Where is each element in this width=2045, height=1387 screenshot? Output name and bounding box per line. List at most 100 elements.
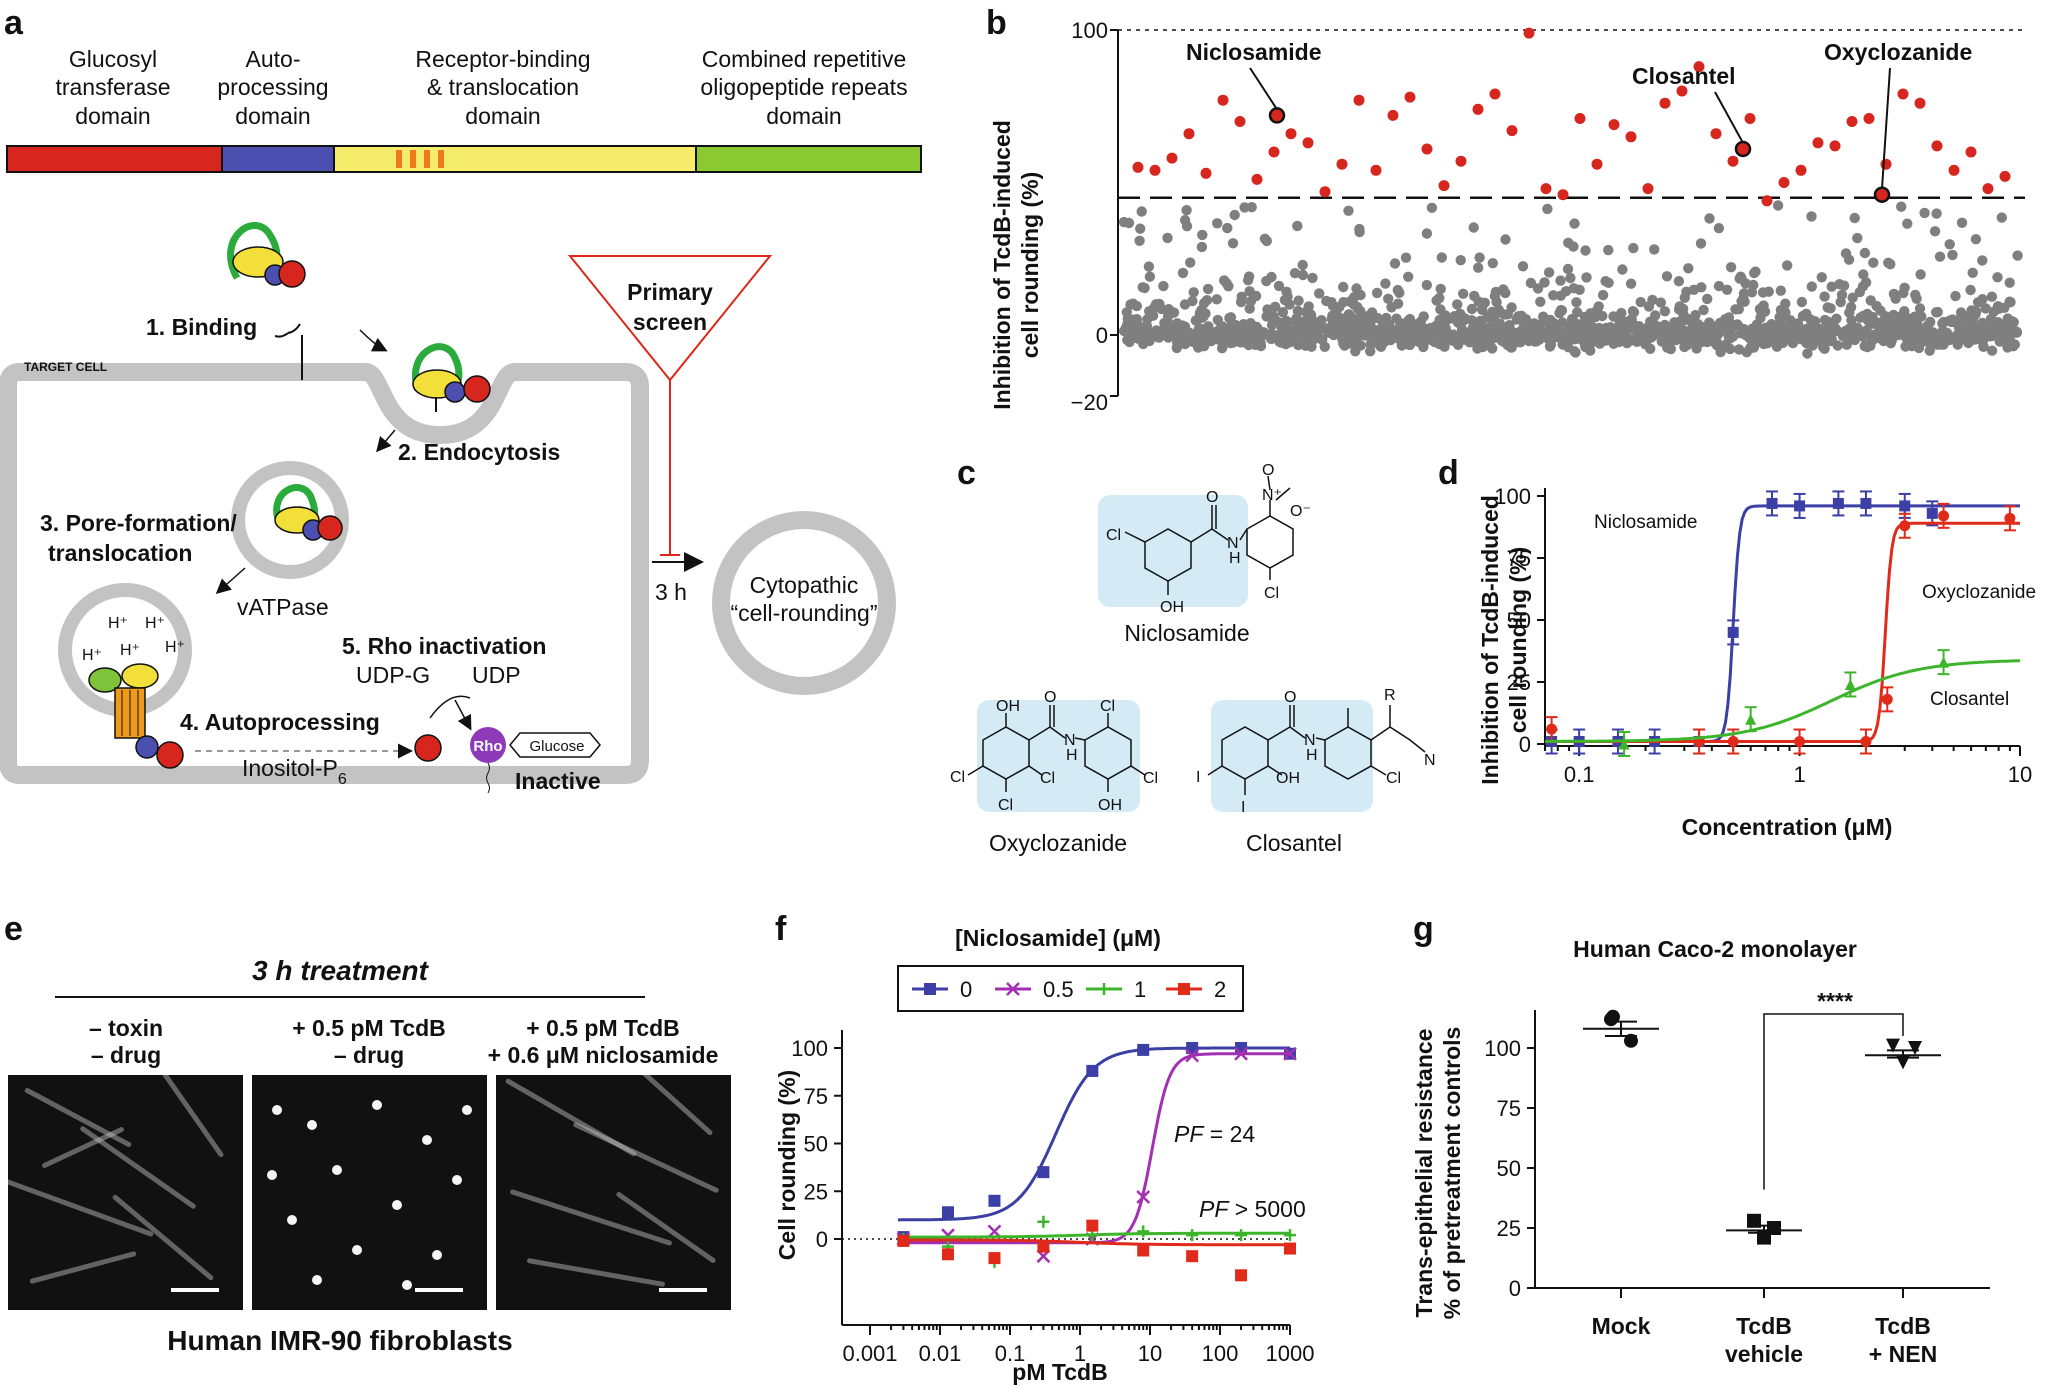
g-group-label: vehicle — [1725, 1341, 1803, 1367]
screen-compound-point — [1852, 232, 1863, 244]
step-2-endocytosis: 2. Endocytosis — [398, 439, 560, 465]
hit-point — [1829, 140, 1841, 152]
data-point — [1860, 497, 1872, 509]
screen-compound-point — [1679, 292, 1691, 303]
data-point — [1618, 738, 1630, 750]
hit-point — [1353, 94, 1365, 106]
scale-bar — [171, 1288, 219, 1292]
screen-compound-point — [1211, 294, 1223, 305]
screen-compound-point — [1914, 303, 1926, 314]
niclosamide-structure: Cl O N H OH Cl N⁺ O O⁻ Niclosamide — [1098, 462, 1311, 646]
screen-compound-point — [1780, 298, 1791, 309]
step-4-autoprocessing: 4. Autoprocessing — [180, 709, 380, 735]
domain-bar-stripe — [396, 150, 402, 168]
rho-label: Rho — [473, 738, 502, 755]
e-title: 3 h treatment — [252, 955, 429, 986]
data-point — [1137, 1043, 1150, 1056]
vatpase-label: vATPase — [237, 594, 329, 620]
step-5-rho-inactivation: 5. Rho inactivation — [342, 633, 546, 659]
data-point — [1745, 713, 1757, 725]
screen-compound-point — [1900, 341, 1911, 352]
screen-compound-point — [1946, 316, 1958, 328]
screen-compound-point — [1235, 296, 1247, 308]
screen-compound-point — [1843, 254, 1855, 265]
b-ylabel-line2: cell rounding (%) — [1017, 172, 1043, 359]
screen-compound-point — [1860, 277, 1872, 288]
d-xtick-label: 0.1 — [1564, 762, 1595, 787]
screen-compound-point — [1548, 317, 1559, 329]
target-cell-label: TARGET CELL — [24, 360, 107, 374]
screen-compound-point — [1883, 257, 1894, 268]
screen-compound-point — [1845, 301, 1857, 313]
f-pf-label-2: PF > 5000 — [1199, 1196, 1306, 1222]
domain-3-label-line1: Receptor-binding — [415, 46, 590, 72]
highlight-box — [1060, 700, 1140, 812]
screen-compound-point — [1885, 338, 1897, 349]
screen-compound-point — [1385, 334, 1396, 346]
screen-scatter-plot — [1110, 27, 2025, 397]
screen-compound-point — [1359, 330, 1371, 341]
f-xtick-label: 10 — [1138, 1341, 1162, 1366]
b-label-niclosamide: Niclosamide — [1186, 39, 1322, 65]
screen-compound-point — [1716, 342, 1727, 353]
e-col3-line1: + 0.5 pM TcdB — [526, 1015, 680, 1041]
b-label-closantel: Closantel — [1632, 63, 1736, 89]
domain-bar-stripe — [424, 150, 430, 168]
data-point — [1727, 626, 1739, 638]
screen-compound-point — [1890, 293, 1901, 304]
screen-compound-point — [1628, 242, 1639, 254]
screen-compound-point — [2012, 250, 2023, 261]
domain-bar-receptor — [333, 145, 697, 173]
screen-compound-point — [1343, 205, 1354, 216]
atom-h: H — [1229, 550, 1241, 567]
screen-compound-point — [1279, 294, 1291, 306]
screen-compound-point — [1289, 316, 1300, 327]
hit-point — [1268, 146, 1280, 158]
d-label-oxyclozanide: Oxyclozanide — [1922, 582, 2036, 603]
data-point — [1844, 678, 1856, 690]
f-pf-label-1: PF = 24 — [1174, 1121, 1255, 1147]
screen-compound-point — [1929, 226, 1941, 237]
screen-compound-point — [1498, 336, 1509, 347]
b-ytick: 0 — [1096, 323, 1108, 348]
screen-compound-point — [1206, 331, 1217, 342]
screen-compound-point — [1137, 282, 1148, 293]
screen-compound-point — [1852, 322, 1863, 333]
gtd-icon — [414, 734, 442, 762]
reaction-arrow — [454, 699, 472, 731]
data-point — [1767, 1221, 1781, 1235]
screen-compound-point — [1223, 281, 1234, 292]
screen-compound-point — [1586, 337, 1597, 348]
screen-compound-point — [1787, 325, 1799, 336]
hit-point — [1302, 137, 1314, 149]
screen-compound-point — [1426, 202, 1438, 213]
screen-compound-point — [1535, 296, 1546, 307]
screen-compound-point — [1571, 297, 1582, 308]
hit-point — [1795, 164, 1807, 176]
legend-label: 2 — [1214, 977, 1226, 1002]
screen-compound-point — [1458, 288, 1469, 299]
screen-compound-point — [1580, 317, 1591, 329]
arrow-to-endocytosis — [359, 329, 388, 352]
screen-compound-point — [1135, 223, 1146, 234]
data-point — [941, 1248, 954, 1261]
screen-compound-point — [1455, 255, 1466, 266]
hit-point — [1642, 183, 1654, 195]
screen-compound-point — [1944, 239, 1955, 250]
screen-compound-point — [1557, 317, 1568, 328]
screen-compound-point — [1834, 279, 1845, 290]
hit-point — [1336, 158, 1348, 170]
screen-compound-point — [1673, 276, 1685, 287]
screen-compound-point — [1507, 337, 1519, 348]
screen-compound-point — [1485, 321, 1497, 332]
data-point — [1136, 1190, 1151, 1204]
screen-compound-point — [1568, 315, 1579, 327]
data-point — [1604, 1012, 1618, 1027]
toxin-icon — [227, 222, 306, 288]
compound-name-closantel: Closantel — [1246, 830, 1342, 856]
screen-compound-point — [1662, 342, 1673, 353]
screen-compound-point — [1289, 268, 1301, 279]
screen-compound-point — [1909, 332, 1921, 344]
f-xtick-label: 0.01 — [919, 1341, 962, 1366]
